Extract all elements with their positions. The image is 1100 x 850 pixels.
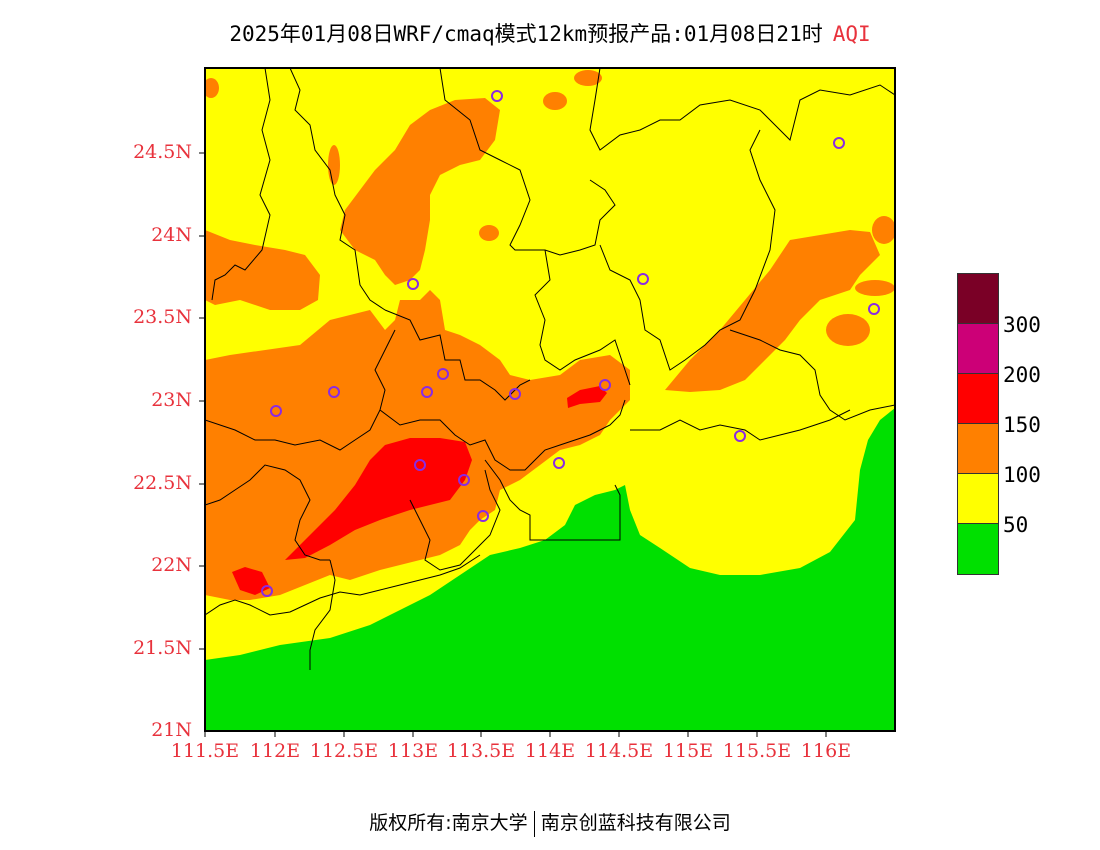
city-marker [458, 474, 470, 486]
legend-swatch-200-300 [958, 324, 998, 374]
copyright-footer: 版权所有:南京大学 南京创蓝科技有限公司 [0, 808, 1100, 837]
city-marker [833, 137, 845, 149]
x-axis-label: 111.5E [170, 740, 240, 762]
city-marker [414, 459, 426, 471]
y-axis-label: 23.5N [133, 306, 192, 328]
city-marker [553, 457, 565, 469]
title-text: 2025年01月08日WRF/cmaq模式12km预报产品:01月08日21时 [229, 22, 823, 46]
legend-swatch-300plus [958, 274, 998, 324]
aqi-100-150-region [328, 145, 340, 185]
city-marker [270, 405, 282, 417]
boundary-lines [205, 68, 895, 670]
city-marker [734, 430, 746, 442]
aqi-100-150-region [665, 230, 880, 392]
y-axis-label: 24N [151, 224, 192, 246]
y-axis-label: 23N [151, 389, 192, 411]
city-marker [407, 278, 419, 290]
legend-swatch-100-150 [958, 424, 998, 474]
city-marker [421, 386, 433, 398]
y-axis-label: 21N [151, 719, 192, 741]
aqi-100-150-region [855, 280, 895, 296]
city-marker [437, 368, 449, 380]
x-axis-label: 116E [800, 740, 852, 762]
city-marker [491, 90, 503, 102]
aqi-150-200-region [232, 567, 270, 595]
footer-separator [533, 810, 535, 837]
legend-label: 50 [1003, 513, 1029, 537]
aqi-100-150-region [340, 98, 500, 285]
map-title: 2025年01月08日WRF/cmaq模式12km预报产品:01月08日21时 A… [0, 18, 1100, 48]
city-marker [599, 379, 611, 391]
y-axis-label: 22.5N [133, 472, 192, 494]
x-axis-label: 115.5E [722, 740, 792, 762]
city-marker [637, 273, 649, 285]
x-axis-label: 115E [662, 740, 714, 762]
aqi-150-200-region [285, 438, 472, 560]
title-variable: AQI [832, 22, 871, 46]
y-axis-label: 21.5N [133, 637, 192, 659]
aqi-100-150-region [574, 70, 602, 86]
city-marker [868, 303, 880, 315]
city-marker [261, 585, 273, 597]
copyright-right: 南京创蓝科技有限公司 [540, 812, 731, 834]
x-axis-label: 113.5E [446, 740, 516, 762]
city-marker [477, 510, 489, 522]
y-axis-label: 22N [151, 554, 192, 576]
legend-label: 100 [1003, 463, 1041, 487]
x-axis-label: 114.5E [584, 740, 654, 762]
city-marker [328, 386, 340, 398]
x-axis-label: 114E [524, 740, 576, 762]
y-axis-label: 24.5N [133, 141, 192, 163]
aqi-100-150-region [872, 216, 895, 244]
x-axis-label: 112.5E [309, 740, 379, 762]
copyright-left: 版权所有:南京大学 [369, 812, 528, 834]
x-axis-label: 113E [387, 740, 439, 762]
axis-ticks [199, 152, 827, 737]
aqi-100-150-region [205, 230, 320, 310]
map-plot-area [205, 68, 895, 731]
city-markers [261, 90, 880, 597]
legend-label: 150 [1003, 413, 1041, 437]
x-axis-label: 112E [249, 740, 301, 762]
legend-label: 200 [1003, 363, 1041, 387]
legend-label: 300 [1003, 313, 1041, 337]
aqi-100-150-region [479, 225, 499, 241]
legend-swatch-50-100 [958, 474, 998, 524]
aqi-legend [957, 273, 999, 575]
legend-swatch-0-50 [958, 524, 998, 574]
aqi-0-50-region [205, 408, 895, 731]
aqi-100-150-region [826, 314, 870, 346]
aqi-100-150-region [543, 92, 567, 110]
city-marker [509, 388, 521, 400]
legend-swatch-150-200 [958, 374, 998, 424]
aqi-150-200-region [567, 386, 607, 408]
aqi-100-150-region [205, 78, 219, 98]
